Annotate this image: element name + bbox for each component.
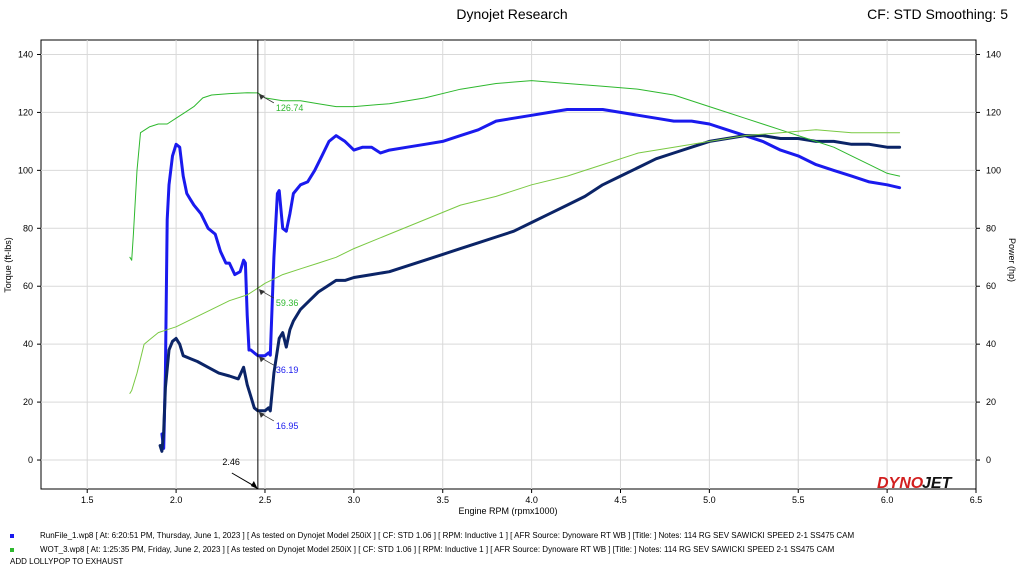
- y-tick-label-left: 100: [18, 165, 33, 175]
- x-tick-label: 3.0: [348, 495, 361, 505]
- series-line-3: [129, 80, 901, 261]
- x-tick-label: 2.0: [170, 495, 183, 505]
- x-axis-label: Engine RPM (rpmx1000): [458, 506, 557, 516]
- y-tick-label-right: 40: [986, 339, 996, 349]
- annotation-label: 36.19: [276, 365, 299, 375]
- y-tick-label-left: 60: [23, 281, 33, 291]
- y-ticks-left: 0 20 40 60 80 100 120 140: [18, 49, 41, 465]
- y-tick-label-right: 0: [986, 455, 991, 465]
- y-tick-label-right: 140: [986, 49, 1001, 59]
- legend-item-runfile: RunFile_1.wp8 [ At: 6:20:51 PM, Thursday…: [10, 531, 854, 541]
- y-tick-label-left: 120: [18, 107, 33, 117]
- annotation-arrowhead: [258, 356, 265, 363]
- annotation-label: 126.74: [276, 103, 304, 113]
- legend-text: RunFile_1.wp8 [ At: 6:20:51 PM, Thursday…: [40, 531, 855, 540]
- legend-item-wot: WOT_3.wp8 [ At: 1:25:35 PM, Friday, June…: [10, 545, 834, 555]
- series-line-1: [160, 108, 902, 450]
- y-tick-label-left: 20: [23, 397, 33, 407]
- y-tick-label-left: 80: [23, 223, 33, 233]
- x-ticks: 1.5 2.0 2.5 3.0 3.5 4.0 4.5 5.0 5.5 6.0 6.5: [81, 489, 982, 505]
- svg-text:JET: JET: [922, 475, 953, 492]
- y-tick-label-left: 140: [18, 49, 33, 59]
- y-tick-label-right: 20: [986, 397, 996, 407]
- annotation-arrowhead: [258, 93, 265, 100]
- cursor-arrowhead: [250, 481, 258, 489]
- legend-swatch: [10, 547, 14, 552]
- cursor-line: 2.46: [222, 40, 259, 489]
- y-tick-label-left: 0: [28, 455, 33, 465]
- x-tick-label: 4.5: [614, 495, 627, 505]
- x-tick-label: 2.5: [259, 495, 272, 505]
- series-line-4: [129, 129, 901, 394]
- y-ticks-right: 0 20 40 60 80 100 120 140: [976, 49, 1001, 465]
- y-tick-label-right: 120: [986, 107, 1001, 117]
- x-tick-label: 5.5: [792, 495, 805, 505]
- x-tick-label: 6.0: [881, 495, 894, 505]
- x-tick-label: 6.5: [970, 495, 983, 505]
- y-axis-label-right: Power (hp): [1007, 238, 1017, 282]
- legend-note: ADD LOLLYPOP TO EXHAUST: [10, 557, 124, 566]
- x-tick-label: 1.5: [81, 495, 94, 505]
- cursor-value-label: 2.46: [222, 457, 240, 467]
- grid: [41, 40, 976, 489]
- dynojet-logo: DYNO JET: [877, 475, 953, 492]
- annotation-arrowhead: [258, 289, 265, 296]
- x-tick-label: 5.0: [703, 495, 716, 505]
- series-lines: [129, 80, 902, 453]
- plot-area: [40, 39, 977, 490]
- x-tick-label: 4.0: [525, 495, 538, 505]
- cf-smoothing-info: CF: STD Smoothing: 5: [867, 6, 1008, 22]
- annotations: 126.74 59.36 36.19 16.95: [258, 93, 304, 431]
- y-tick-label-left: 40: [23, 339, 33, 349]
- annotation-label: 59.36: [276, 298, 299, 308]
- y-axis-label-left: Torque (ft-lbs): [3, 237, 13, 293]
- annotation-arrowhead: [258, 411, 265, 418]
- annotation-label: 16.95: [276, 421, 299, 431]
- svg-text:DYNO: DYNO: [877, 475, 924, 492]
- y-tick-label-right: 80: [986, 223, 996, 233]
- x-tick-label: 3.5: [436, 495, 449, 505]
- y-tick-label-right: 60: [986, 281, 996, 291]
- legend-swatch: [10, 533, 14, 538]
- y-tick-label-right: 100: [986, 165, 1001, 175]
- legend-text: WOT_3.wp8 [ At: 1:25:35 PM, Friday, June…: [40, 545, 835, 554]
- chart-title: Dynojet Research: [456, 6, 568, 22]
